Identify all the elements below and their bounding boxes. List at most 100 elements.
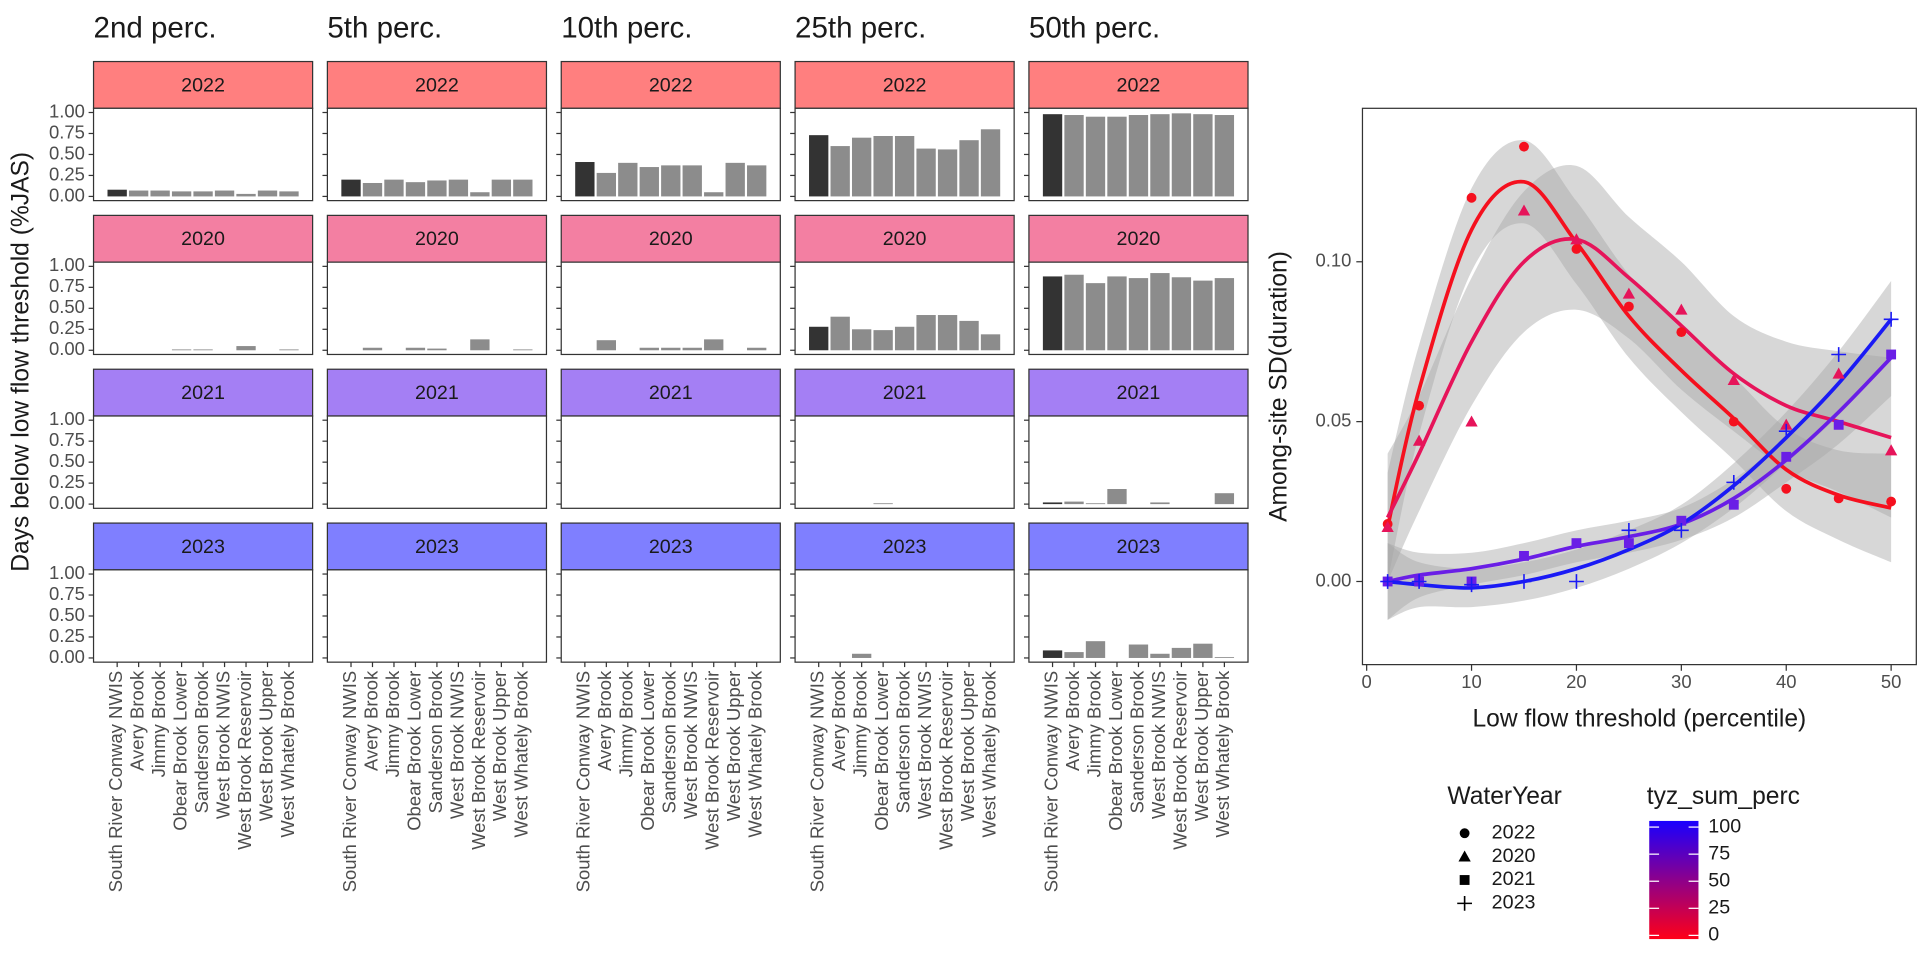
bar (830, 316, 850, 351)
bar (1107, 489, 1127, 505)
point (1381, 520, 1394, 533)
bar (1214, 657, 1235, 658)
x-tick-label: Avery Brook (594, 670, 615, 771)
bar (1150, 502, 1170, 505)
point (1833, 419, 1844, 430)
facet-label: 2021 (181, 382, 225, 404)
point (1778, 423, 1794, 439)
panel (326, 569, 548, 663)
bar (1085, 503, 1106, 505)
x-tick-label: South River Conway NWIS (807, 671, 828, 893)
fit-line (1385, 179, 1892, 528)
x-tick-label: West Whately Brook (745, 670, 766, 838)
bar (873, 330, 893, 351)
point (1673, 522, 1689, 538)
x-tick-label: West Brook NWIS (212, 671, 233, 819)
bar (596, 340, 616, 351)
facet-label: 2022 (883, 74, 927, 96)
legend-symbol (1459, 875, 1470, 885)
legend-label: 2021 (1492, 868, 1536, 890)
bar (959, 140, 979, 197)
point (1517, 204, 1531, 216)
x-tick-label: Obear Brook Lower (169, 671, 190, 831)
facet-strip (560, 214, 781, 263)
x-tick-label: West Whately Brook (978, 670, 999, 838)
bar (894, 136, 915, 197)
bar (894, 326, 915, 351)
bar (1042, 502, 1063, 505)
y-tick-label: 0.00 (1315, 569, 1351, 590)
bar (873, 136, 893, 197)
legend-title: WaterYear (1447, 783, 1561, 810)
y-tick-label: 0.00 (49, 338, 85, 359)
x-tick-label: West Brook Reservoir (702, 671, 723, 850)
bar (980, 334, 1001, 351)
facet-label: 2021 (1117, 382, 1161, 404)
facet-label: 2022 (649, 74, 693, 96)
point (1571, 244, 1582, 254)
bar (937, 315, 958, 351)
x-tick-label: West Brook Reservoir (468, 671, 489, 850)
bar (704, 339, 724, 351)
x-tick-label: West Brook Reservoir (234, 671, 255, 850)
colorbar-label: 75 (1708, 842, 1730, 864)
point (1781, 451, 1792, 462)
facet-strip (794, 522, 1015, 571)
point (1519, 550, 1529, 561)
bar (448, 179, 469, 197)
facet-strip (92, 522, 314, 571)
bar (661, 347, 681, 351)
bar (1042, 276, 1063, 351)
facet-strip (326, 368, 548, 417)
bar (362, 182, 383, 197)
point (1886, 496, 1897, 507)
facet-strip (560, 60, 781, 109)
legend-symbol (1457, 896, 1472, 911)
bar (1150, 114, 1170, 197)
bar (747, 347, 767, 351)
bar (1085, 116, 1106, 197)
point (1623, 301, 1634, 312)
x-tick-label: Avery Brook (360, 670, 381, 771)
x-tick-label: West Brook Reservoir (935, 671, 956, 850)
point (1676, 327, 1687, 338)
bar (193, 349, 213, 351)
fit-line (1387, 356, 1893, 584)
x-tick-label: Obear Brook Lower (1105, 671, 1126, 831)
y-tick-label: 0.05 (1315, 410, 1351, 431)
bar (959, 320, 979, 351)
facet-strip (1028, 60, 1249, 109)
bar (470, 339, 490, 351)
y-tick-label: 0.25 (49, 163, 85, 184)
x-tick-label: West Brook NWIS (446, 671, 467, 819)
x-tick-label: Jimmy Brook (1083, 670, 1104, 777)
facet-label: 2022 (1117, 74, 1161, 96)
bar (341, 179, 361, 197)
bar (661, 165, 681, 197)
facet-strip (794, 60, 1015, 109)
facet-label: 2023 (1117, 536, 1161, 558)
fit-line (1385, 237, 1892, 519)
panel (560, 261, 781, 356)
bar (704, 192, 724, 197)
bar (1171, 277, 1192, 351)
bar (830, 146, 850, 197)
facet-label: 2020 (649, 228, 693, 250)
legend-symbol (1458, 850, 1471, 862)
point (1884, 444, 1898, 456)
bar (725, 162, 745, 197)
point (1728, 416, 1739, 427)
bar (236, 346, 256, 351)
point (1728, 499, 1739, 510)
x-tick-label: 50 (1881, 671, 1902, 692)
x-tick-label: Obear Brook Lower (637, 671, 658, 831)
x-tick-label: Jimmy Brook (850, 670, 871, 777)
x-tick-label: Obear Brook Lower (871, 671, 892, 831)
x-axis-title: Low flow threshold (percentile) (1473, 705, 1807, 732)
facet-strip (794, 368, 1015, 417)
x-tick-label: Avery Brook (127, 670, 148, 771)
bar (1128, 278, 1149, 351)
bar (980, 129, 1001, 197)
colorbar-label: 50 (1708, 869, 1730, 891)
